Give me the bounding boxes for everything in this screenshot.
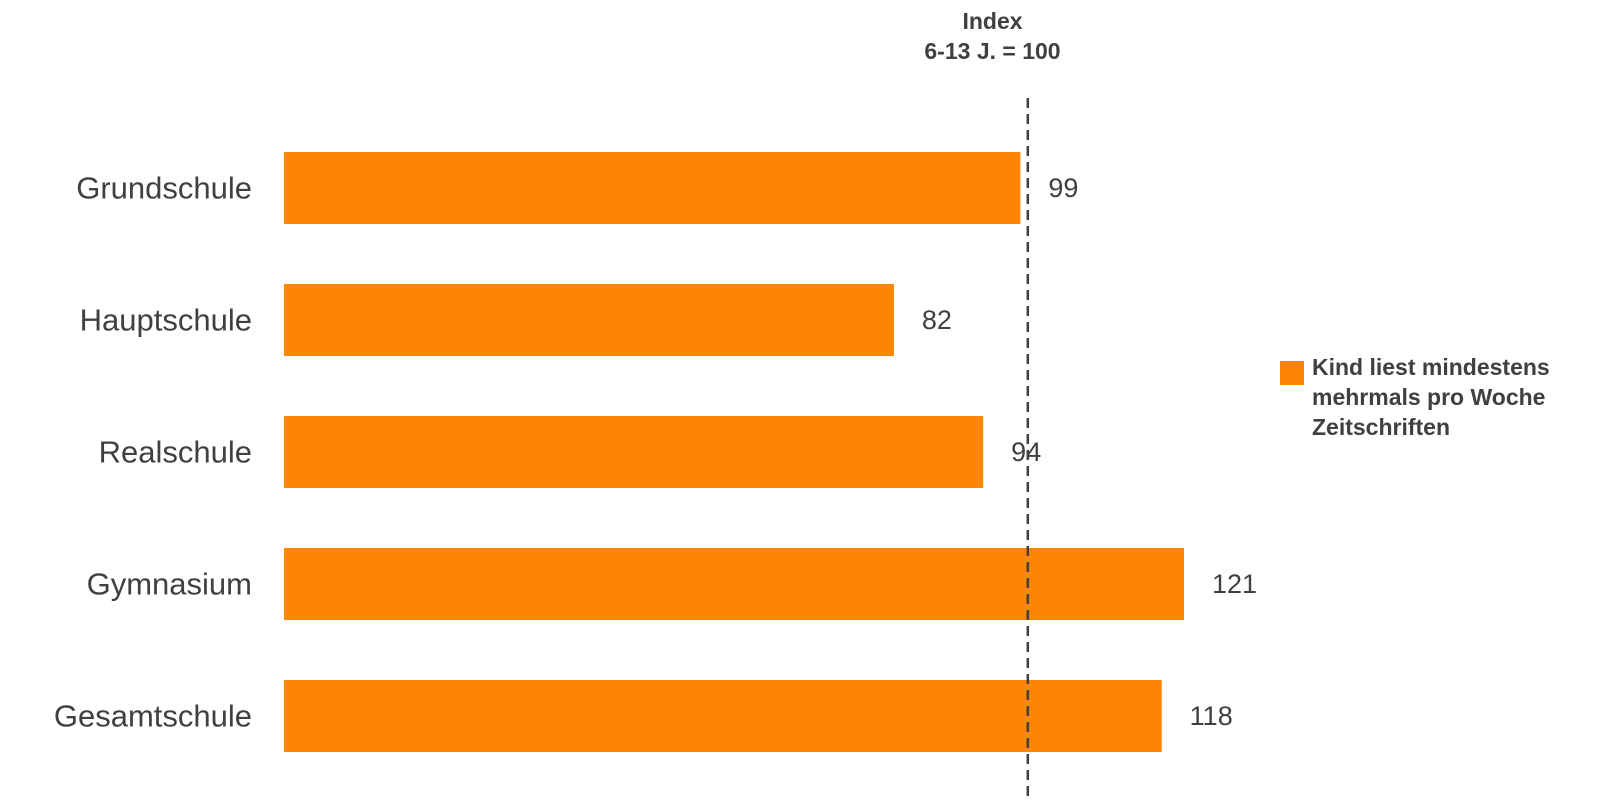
bar-realschule: [284, 416, 984, 488]
index-label-line1: Index: [962, 8, 1023, 34]
category-label-gymnasium: Gymnasium: [87, 567, 252, 602]
bar-gymnasium: [284, 548, 1184, 620]
category-label-realschule: Realschule: [99, 435, 252, 470]
value-label-gesamtschule: 118: [1190, 701, 1233, 731]
index-label-line2: 6-13 J. = 100: [924, 38, 1061, 64]
legend-swatch: [1280, 361, 1304, 385]
category-label-grundschule: Grundschule: [76, 171, 252, 206]
value-label-grundschule: 99: [1048, 173, 1078, 203]
value-label-realschule: 94: [1011, 437, 1041, 467]
bar-grundschule: [284, 152, 1021, 224]
bar-hauptschule: [284, 284, 894, 356]
value-label-hauptschule: 82: [922, 305, 952, 335]
legend-label: Kind liest mindestens mehrmals pro Woche…: [1312, 354, 1550, 440]
category-label-hauptschule: Hauptschule: [80, 303, 252, 338]
value-label-gymnasium: 121: [1212, 569, 1257, 599]
category-label-gesamtschule: Gesamtschule: [54, 699, 252, 734]
bar-gesamtschule: [284, 680, 1162, 752]
index-reference-label: Index 6-13 J. = 100: [880, 6, 1105, 66]
